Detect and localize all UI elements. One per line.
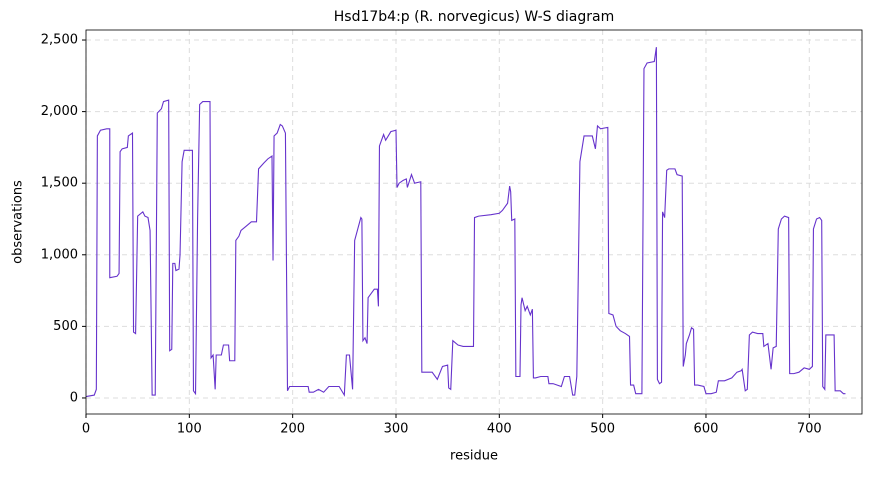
chart-title: Hsd17b4:p (R. norvegicus) W-S diagram bbox=[334, 9, 615, 25]
y-tick-label: 0 bbox=[70, 390, 78, 405]
x-tick-label: 0 bbox=[82, 422, 90, 437]
x-tick-label: 600 bbox=[694, 422, 719, 437]
x-tick-label: 400 bbox=[487, 422, 512, 437]
plot-frame bbox=[85, 29, 863, 415]
x-tick-label: 700 bbox=[797, 422, 822, 437]
y-tick-label: 2,000 bbox=[41, 104, 78, 119]
x-tick-label: 500 bbox=[590, 422, 615, 437]
x-tick-label: 200 bbox=[280, 422, 305, 437]
y-tick-label: 500 bbox=[53, 319, 78, 334]
y-axis-label: observations bbox=[11, 180, 26, 264]
y-tick-label: 2,500 bbox=[41, 33, 78, 48]
y-tick-label: 1,000 bbox=[41, 247, 78, 262]
data-line bbox=[85, 47, 846, 398]
x-axis-label: residue bbox=[450, 449, 498, 464]
x-tick-label: 300 bbox=[384, 422, 409, 437]
x-tick-label: 100 bbox=[177, 422, 202, 437]
y-tick-label: 1,500 bbox=[41, 176, 78, 191]
